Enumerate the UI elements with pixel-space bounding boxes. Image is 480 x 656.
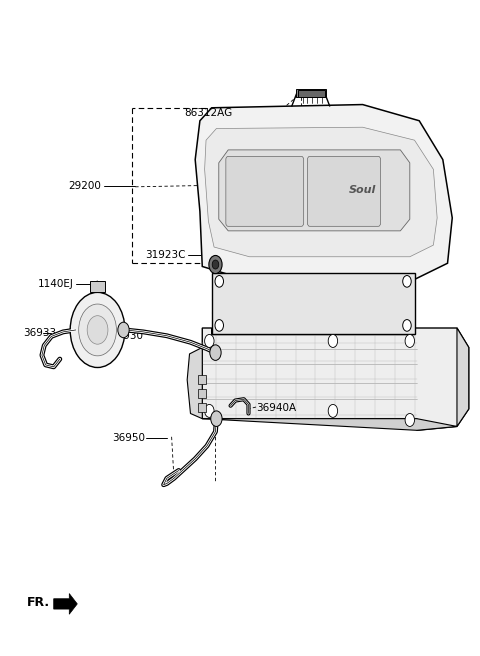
Circle shape xyxy=(215,319,224,331)
Polygon shape xyxy=(219,150,410,231)
Circle shape xyxy=(211,411,222,426)
Polygon shape xyxy=(212,273,415,335)
Circle shape xyxy=(79,304,117,356)
Text: FR.: FR. xyxy=(27,596,50,609)
Circle shape xyxy=(405,335,415,348)
Polygon shape xyxy=(195,104,452,279)
Text: 31923C: 31923C xyxy=(145,251,186,260)
Text: 36930: 36930 xyxy=(110,331,144,340)
Circle shape xyxy=(209,255,222,274)
FancyBboxPatch shape xyxy=(226,156,304,226)
FancyBboxPatch shape xyxy=(199,375,206,384)
Text: Soul: Soul xyxy=(349,185,376,195)
Polygon shape xyxy=(202,419,457,430)
Circle shape xyxy=(210,345,221,360)
Polygon shape xyxy=(76,307,84,353)
Text: 29200: 29200 xyxy=(68,180,101,190)
Circle shape xyxy=(328,405,337,417)
Text: 36900: 36900 xyxy=(77,317,110,327)
Polygon shape xyxy=(204,127,437,256)
Polygon shape xyxy=(54,594,77,614)
Circle shape xyxy=(328,335,337,348)
Circle shape xyxy=(87,316,108,344)
FancyBboxPatch shape xyxy=(91,281,105,292)
Circle shape xyxy=(204,405,214,417)
FancyBboxPatch shape xyxy=(298,90,325,98)
Circle shape xyxy=(212,260,219,269)
FancyBboxPatch shape xyxy=(308,156,381,226)
Polygon shape xyxy=(457,328,469,426)
Circle shape xyxy=(403,276,411,287)
Circle shape xyxy=(118,322,129,338)
FancyBboxPatch shape xyxy=(199,403,206,412)
FancyBboxPatch shape xyxy=(199,389,206,398)
Text: 1140EJ: 1140EJ xyxy=(38,279,74,289)
Text: 86312AG: 86312AG xyxy=(185,108,233,118)
Polygon shape xyxy=(202,328,469,430)
FancyBboxPatch shape xyxy=(296,89,326,98)
Polygon shape xyxy=(187,348,202,419)
Circle shape xyxy=(204,335,214,348)
Text: 36933: 36933 xyxy=(23,327,56,338)
Text: 36950: 36950 xyxy=(112,433,145,443)
Text: 36940A: 36940A xyxy=(256,403,297,413)
Circle shape xyxy=(215,276,224,287)
Circle shape xyxy=(70,293,125,367)
Circle shape xyxy=(403,319,411,331)
Circle shape xyxy=(405,413,415,426)
